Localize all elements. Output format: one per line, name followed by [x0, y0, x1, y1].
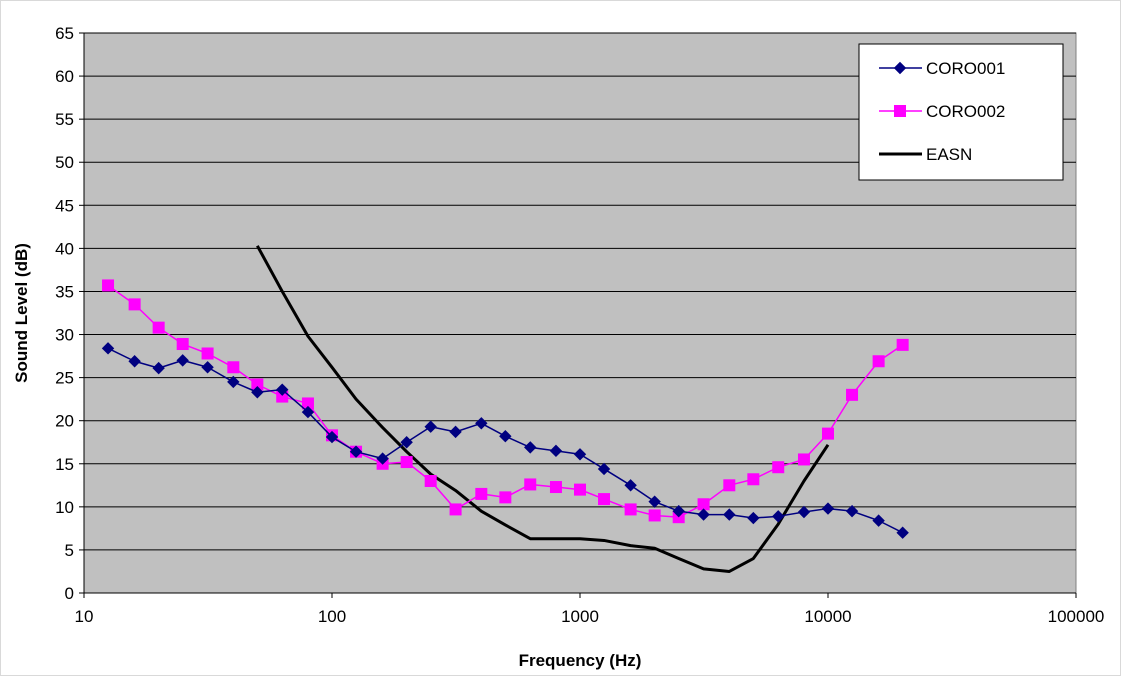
data-point-coro001	[201, 361, 214, 374]
data-point-coro001	[449, 425, 462, 439]
y-tick-label: 5	[65, 541, 74, 560]
data-point-coro002	[128, 298, 141, 311]
data-point-coro002	[574, 483, 586, 496]
grid-layer	[84, 32, 1076, 551]
data-point-coro002	[648, 509, 661, 522]
data-point-coro002	[822, 427, 834, 440]
legend: CORO001 CORO002 EASN	[858, 43, 1064, 181]
data-point-coro002	[227, 361, 240, 374]
data-point-coro001	[128, 355, 141, 368]
series-layer	[101, 245, 909, 573]
data-point-coro001	[896, 526, 909, 539]
series-coro001	[101, 342, 909, 539]
legend-label-easn: EASN	[926, 145, 972, 164]
data-point-coro001	[424, 420, 437, 433]
data-point-coro001	[697, 508, 710, 521]
legend-marker-coro001	[893, 61, 907, 75]
y-axis-title: Sound Level (dB)	[12, 243, 31, 383]
data-point-coro002	[797, 453, 810, 466]
data-point-coro001	[176, 354, 189, 367]
data-point-coro002	[524, 478, 537, 491]
data-point-coro002	[846, 388, 859, 401]
data-point-coro001	[101, 342, 115, 355]
data-point-coro002	[152, 321, 165, 334]
legend-label-coro001: CORO001	[926, 59, 1005, 78]
data-point-coro001	[499, 429, 512, 443]
data-point-coro002	[697, 498, 710, 511]
data-point-coro001	[152, 361, 165, 375]
legend-label-coro002: CORO002	[926, 102, 1005, 121]
y-tick-label: 30	[55, 326, 74, 345]
data-point-coro002	[176, 338, 189, 351]
data-point-coro002	[772, 461, 785, 474]
y-tick-label: 35	[55, 282, 74, 301]
x-tick-label: 10000	[804, 607, 851, 626]
data-point-coro001	[845, 504, 859, 518]
legend-item-easn: EASN	[879, 145, 972, 164]
y-tick-label: 20	[55, 412, 74, 431]
data-point-coro001	[400, 436, 413, 449]
data-point-coro002	[723, 479, 736, 492]
legend-item-coro002: CORO002	[879, 102, 1005, 121]
data-point-coro001	[549, 444, 563, 458]
data-point-coro002	[400, 456, 413, 469]
data-point-coro001	[301, 405, 315, 419]
x-axis-title: Frequency (Hz)	[519, 651, 642, 670]
data-point-coro001	[747, 511, 760, 525]
y-tick-label: 45	[55, 196, 74, 215]
data-point-coro001	[475, 417, 488, 430]
x-tick-label: 1000	[561, 607, 599, 626]
data-point-coro001	[772, 510, 785, 523]
y-tick-label: 15	[55, 455, 74, 474]
series-line-easn	[256, 245, 830, 573]
y-tick-label: 55	[55, 110, 74, 129]
y-tick-label: 65	[55, 24, 74, 43]
y-tick-label: 40	[55, 239, 74, 258]
data-point-coro002	[449, 503, 462, 516]
data-point-coro001	[872, 514, 885, 527]
data-point-coro002	[475, 487, 488, 500]
legend-item-coro001: CORO001	[879, 59, 1005, 78]
y-tick-label: 10	[55, 498, 74, 517]
data-point-coro002	[424, 475, 437, 487]
x-tick-label: 10	[75, 607, 94, 626]
data-point-coro001	[723, 508, 736, 521]
data-point-coro001	[672, 504, 685, 518]
data-point-coro001	[325, 430, 339, 444]
series-easn	[256, 245, 830, 573]
data-point-coro002	[896, 338, 909, 351]
legend-marker-coro002	[894, 105, 906, 117]
y-tick-label: 0	[65, 584, 74, 603]
data-point-coro002	[872, 355, 885, 368]
data-point-coro001	[648, 495, 661, 508]
data-point-coro001	[624, 479, 637, 492]
data-point-coro001	[573, 448, 587, 461]
x-tick-label: 100000	[1048, 607, 1105, 626]
y-tick-label: 25	[55, 369, 74, 388]
data-point-coro002	[499, 491, 512, 504]
data-point-coro001	[797, 505, 811, 519]
data-point-coro001	[227, 375, 240, 389]
x-tick-label: 100	[318, 607, 346, 626]
y-tick-label: 60	[55, 67, 74, 86]
y-tick-label: 50	[55, 153, 74, 172]
data-point-coro001	[349, 445, 363, 458]
data-point-coro001	[597, 462, 611, 476]
data-point-coro002	[598, 493, 611, 506]
data-point-coro001	[821, 502, 835, 515]
axis-layer: 0 5 10 15 20 25 30 35 40 45 50 55 60 65 10 100 1000 10000…	[55, 24, 1104, 626]
data-point-coro001	[376, 452, 389, 465]
data-point-coro002	[747, 473, 760, 486]
data-point-coro001	[276, 383, 289, 396]
data-point-coro002	[102, 279, 115, 292]
data-point-coro001	[251, 386, 264, 399]
data-point-coro002	[549, 481, 562, 494]
data-point-coro002	[624, 503, 637, 516]
legend-box	[858, 43, 1064, 181]
data-point-coro001	[524, 441, 537, 454]
data-point-coro002	[201, 347, 214, 360]
